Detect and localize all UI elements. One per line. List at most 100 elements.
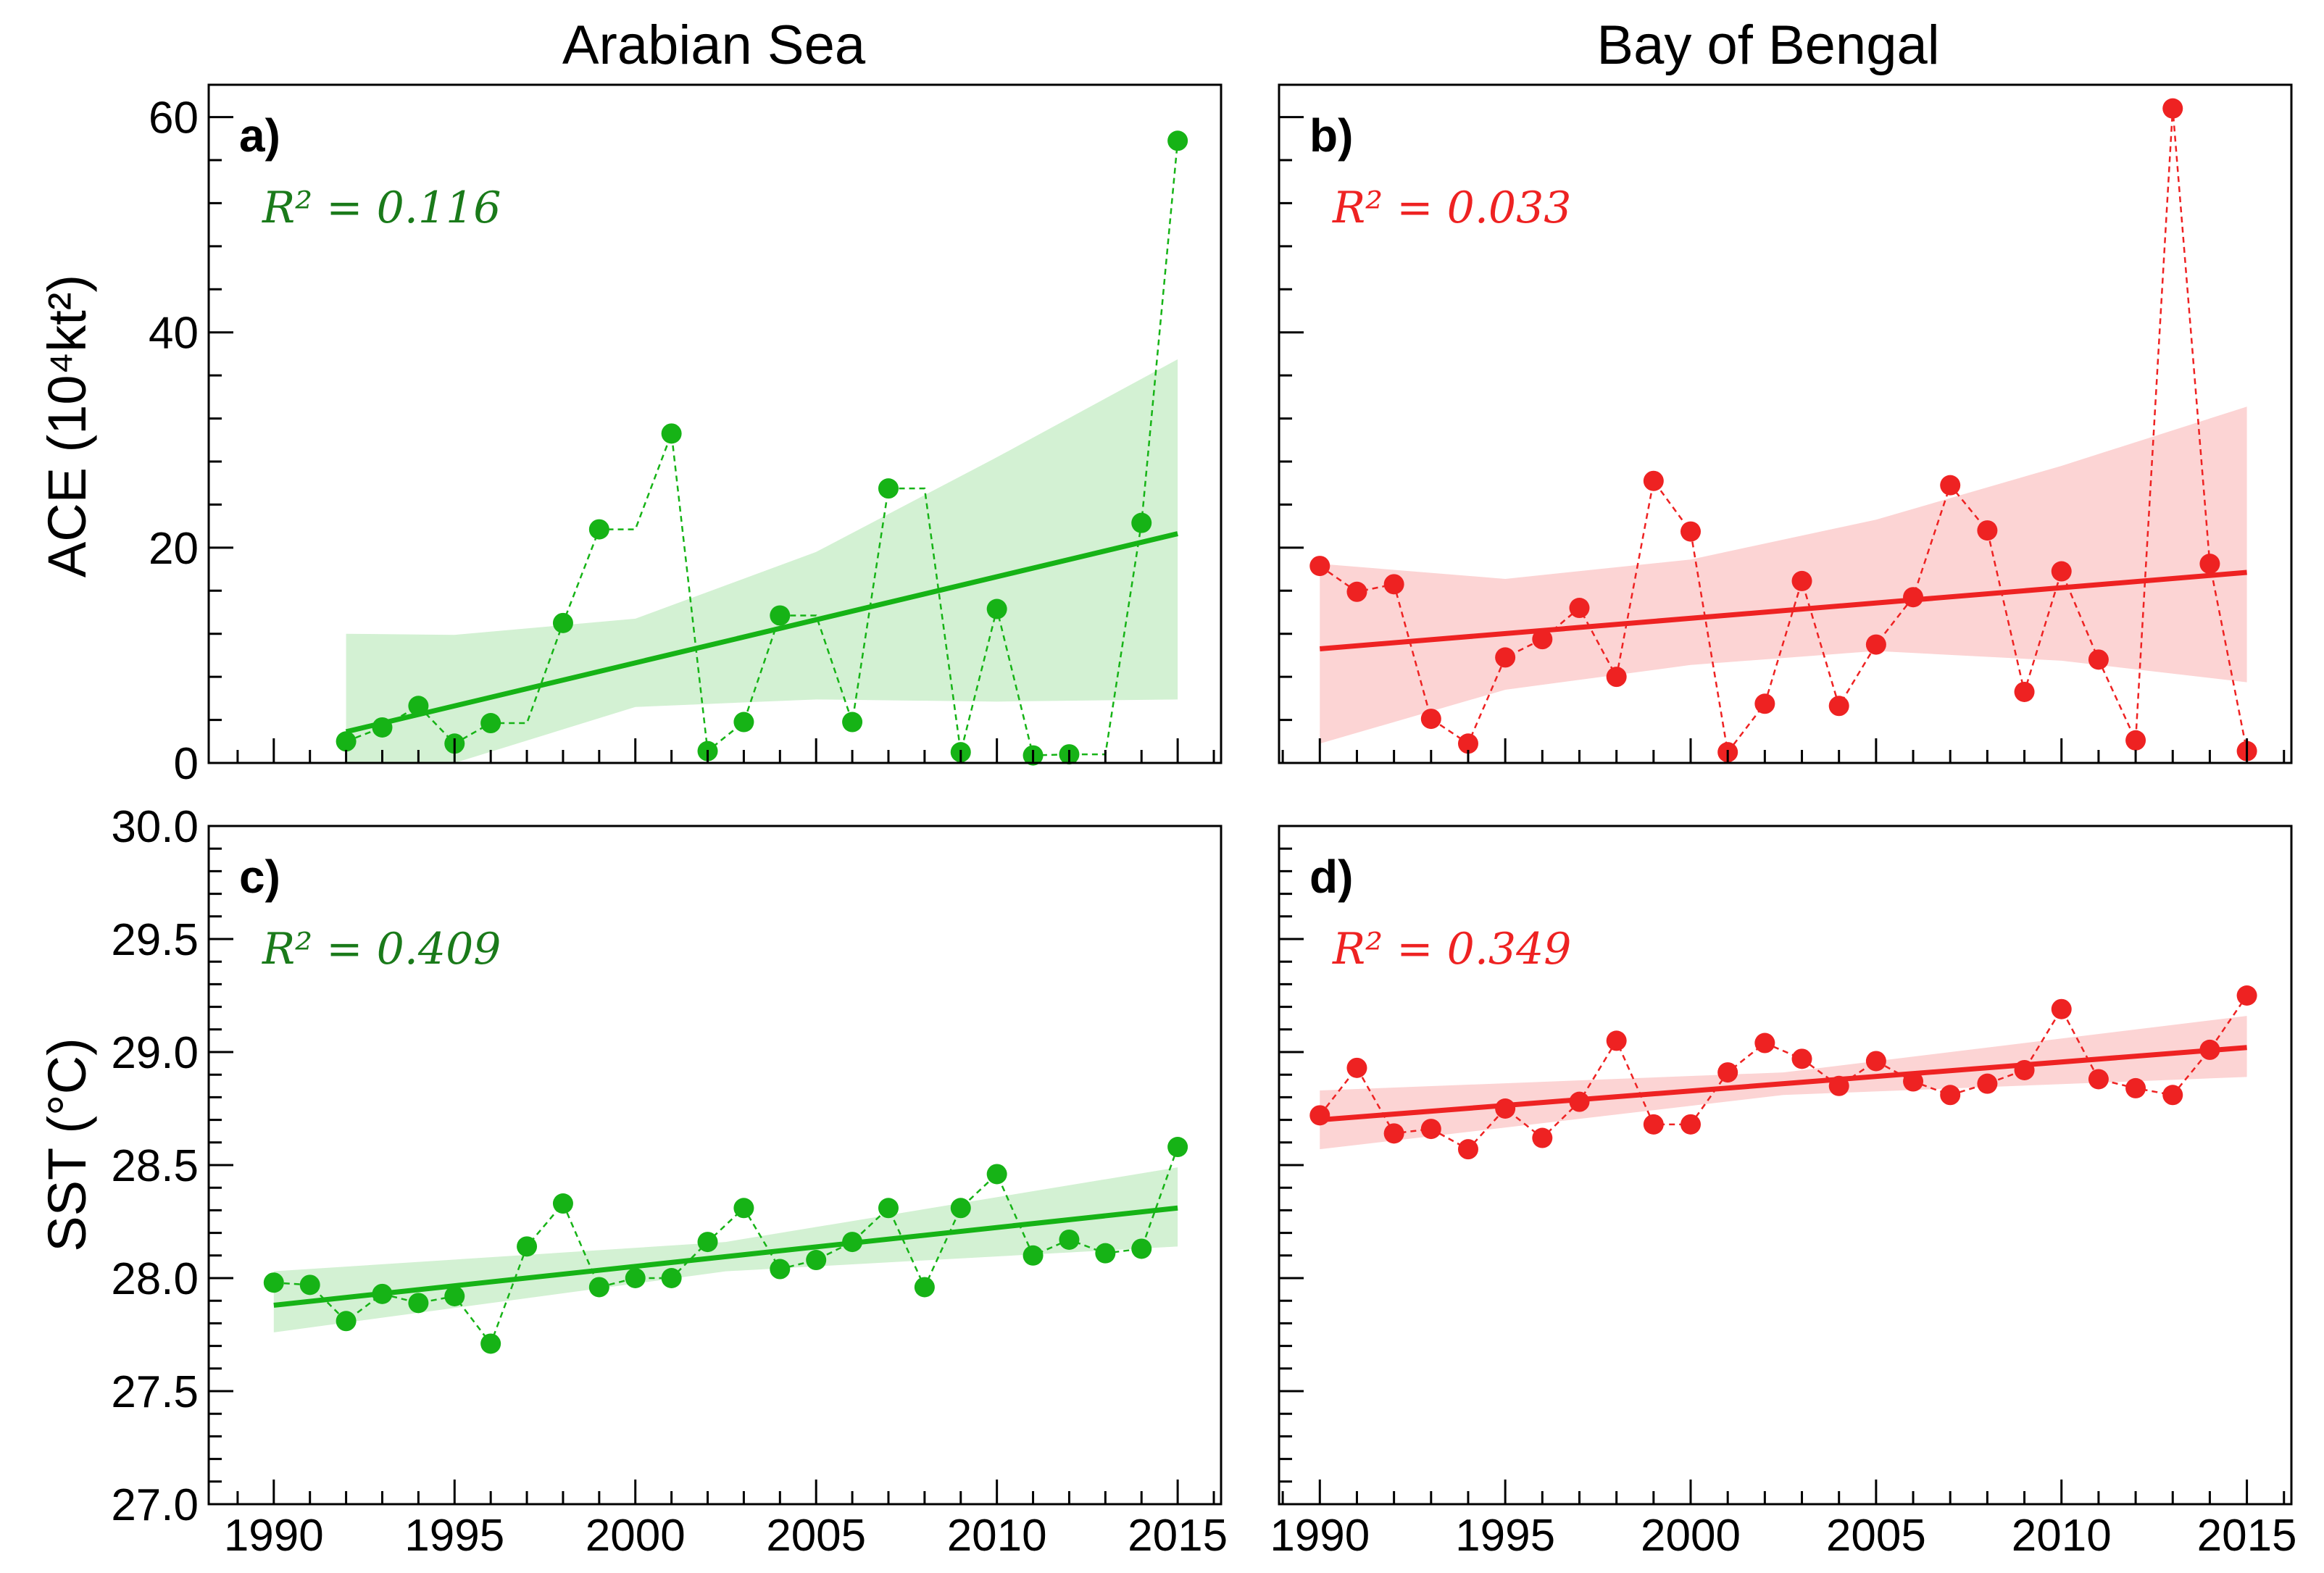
panel-b-confidence-band <box>1320 406 2247 744</box>
panel-a-label: a) <box>239 109 280 162</box>
panel-d-data-point <box>2014 1059 2035 1080</box>
panel-c-data-point <box>588 1277 609 1298</box>
panel-c-data-point <box>408 1293 429 1314</box>
panel-d-trend-line <box>1320 1045 2247 1123</box>
panel-c-x-tick-label: 2000 <box>586 1511 686 1561</box>
panel-c-data-point <box>480 1333 501 1354</box>
panel-a-y-tick-label: 60 <box>149 93 199 143</box>
panel-b: b) R² = 0.033 <box>1278 83 2293 764</box>
panel-c-y-tick-label: 30.0 <box>111 802 199 852</box>
panel-c-y-tick-label: 28.5 <box>111 1141 199 1191</box>
panel-d-data-point <box>1791 1048 1812 1069</box>
panel-b-label: b) <box>1309 109 1353 162</box>
panel-a: 0 20 40 60 a) R² = 0.116 <box>149 83 1223 789</box>
panel-b-data-point <box>1754 693 1775 714</box>
panel-b-data-point <box>2051 561 2072 582</box>
panel-d-x-tick-label: 2005 <box>1826 1511 1926 1561</box>
panel-b-series-line <box>1319 108 2248 755</box>
panel-b-data-point <box>2199 554 2220 575</box>
panel-d-data-point <box>2088 1069 2109 1090</box>
panel-a-data-point <box>480 713 501 734</box>
panel-b-data-point <box>1532 629 1553 650</box>
panel-b-data-point <box>1346 581 1367 602</box>
panel-b-data-point <box>1420 709 1441 730</box>
panel-b-data-point <box>2088 649 2109 670</box>
panel-d-x-tick-label: 1995 <box>1455 1511 1555 1561</box>
panel-a-data-point <box>552 612 573 633</box>
panel-c-data-point <box>986 1164 1007 1185</box>
panel-d-data-point <box>1977 1073 1998 1094</box>
panel-b-r2-annotation: R² = 0.033 <box>1332 183 1571 233</box>
panel-d-data-point <box>2199 1039 2220 1060</box>
panel-a-y-tick-label: 40 <box>149 309 199 359</box>
panel-d-data-point <box>1643 1114 1664 1135</box>
panel-c-data-point <box>1095 1243 1116 1264</box>
panel-c-data-point <box>697 1232 718 1253</box>
panel-c-data-point <box>625 1268 646 1288</box>
panel-c-data-point <box>1167 1137 1188 1158</box>
panel-d-data-point <box>1420 1119 1441 1140</box>
panel-d-data-point <box>1754 1032 1775 1053</box>
panel-c-y-tick-label: 29.5 <box>111 915 199 965</box>
panel-c-y-tick-label: 27.5 <box>111 1367 199 1417</box>
panel-c-y-tick-label: 29.0 <box>111 1028 199 1078</box>
panel-d-data-point <box>2236 985 2257 1006</box>
panel-b-data-point <box>1643 470 1664 491</box>
panel-c-label: c) <box>239 851 280 903</box>
panel-c: 27.0 27.5 28.0 28.5 29.0 29.5 30.0 1990 1995 2000… <box>111 802 1228 1561</box>
panel-d-x-tick-label: 1990 <box>1270 1511 1370 1561</box>
panel-c-r2-annotation: R² = 0.409 <box>262 924 501 975</box>
panel-d-data-point <box>1717 1062 1738 1083</box>
panel-c-data-point <box>517 1236 538 1257</box>
panel-d-data-point <box>1606 1030 1627 1051</box>
panel-c-data-point <box>770 1259 791 1280</box>
panel-c-data-point <box>372 1283 393 1304</box>
panel-a-data-point <box>588 519 609 540</box>
panel-d-data-point <box>1309 1105 1330 1126</box>
panel-a-y-tick-label: 0 <box>174 739 199 789</box>
panel-a-data-point <box>733 712 754 733</box>
panel-d-data-point <box>2162 1085 2183 1106</box>
panel-c-data-point <box>263 1272 284 1293</box>
panel-c-data-point <box>1023 1245 1044 1266</box>
panel-b-data-point <box>1977 520 1998 541</box>
panel-d-data-point <box>1532 1127 1553 1148</box>
panel-b-data-point <box>1309 556 1330 577</box>
panel-c-x-tick-label: 2015 <box>1128 1511 1228 1561</box>
panel-b-data-point <box>1680 521 1702 542</box>
panel-c-data-point <box>842 1232 863 1253</box>
panel-a-confidence-band <box>346 359 1178 763</box>
panel-b-data-point <box>1940 475 1961 496</box>
panel-a-data-point <box>770 605 791 626</box>
panel-b-data-point <box>1791 570 1812 591</box>
panel-b-data-point <box>1569 598 1590 619</box>
panel-d-data-point <box>2125 1077 2146 1098</box>
panel-d-data-point <box>1828 1075 1849 1096</box>
panel-b-data-point <box>1457 733 1478 754</box>
panel-d-data-point <box>2051 998 2072 1019</box>
panel-c-data-point <box>1059 1229 1080 1250</box>
y-axis-label-sst: SST (°C) <box>37 1038 97 1251</box>
panel-d-r2-annotation: R² = 0.349 <box>1332 924 1571 975</box>
panel-b-data-point <box>2125 730 2146 751</box>
panel-b-data-point <box>1383 574 1404 595</box>
panel-c-data-point <box>336 1311 357 1332</box>
panel-b-trend-line <box>1320 569 2247 652</box>
panel-a-data-point <box>372 717 393 738</box>
panel-a-data-point <box>1167 130 1188 151</box>
panel-b-frame <box>1278 83 2293 764</box>
panel-c-data-point <box>914 1277 935 1298</box>
panel-c-data-point <box>444 1285 465 1306</box>
panel-d-data-point <box>1903 1071 1924 1092</box>
panel-b-data-point <box>1495 647 1516 668</box>
panel-d-data-point <box>1383 1123 1404 1144</box>
y-axis-label-ace: ACE (10⁴kt²) <box>37 275 97 577</box>
panel-c-y-tick-label: 27.0 <box>111 1480 199 1530</box>
panel-a-data-point <box>842 712 863 733</box>
panel-d-data-point <box>1940 1085 1961 1106</box>
panel-b-data-point <box>1828 696 1849 717</box>
panel-b-data-point <box>1606 667 1627 688</box>
panel-a-data-point <box>408 696 429 717</box>
panel-d-data-point <box>1495 1098 1516 1119</box>
